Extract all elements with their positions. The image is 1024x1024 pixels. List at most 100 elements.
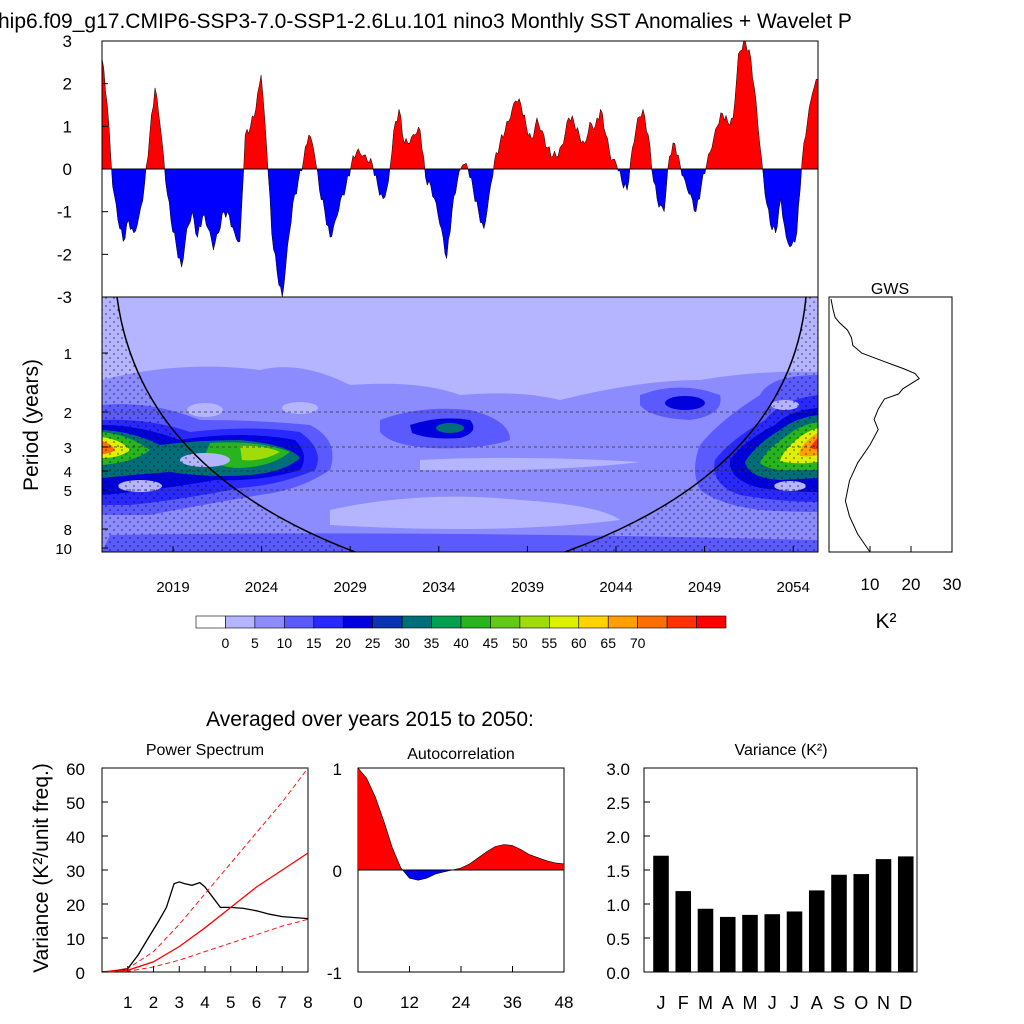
colorbar-label: 55 (542, 635, 558, 651)
gws-frame (828, 296, 953, 553)
colorbar-swatch (607, 615, 638, 629)
power-spectrum-x-tick-label: 1 (123, 993, 132, 1012)
anomaly-y-tick-label: 3 (63, 32, 72, 51)
variance-panel: J F M A M J J A S O N D3.02.52.01.51.00.50.0 (606, 760, 914, 1013)
colorbar-swatch (195, 615, 226, 629)
power-spectrum-x-tick-label: 2 (149, 993, 158, 1012)
variance-x-tick-label: A (722, 993, 734, 1013)
anomaly-y-tick-label: 1 (63, 117, 72, 136)
anomaly-y-tick-label: -3 (57, 288, 72, 307)
gws-x-tick-label: 10 (861, 575, 880, 594)
anomaly-y-tick-label: -2 (57, 245, 72, 264)
colorbar-swatch (313, 615, 344, 629)
power-spectrum-series-2 (101, 767, 309, 973)
power-spectrum-x-tick-label: 3 (175, 993, 184, 1012)
variance-bar (831, 874, 847, 972)
colorbar-label: 60 (571, 635, 587, 651)
wavelet-y-tick-label: 10 (55, 541, 72, 558)
variance-bar (875, 859, 892, 972)
colorbar-label: 50 (512, 635, 528, 651)
colorbar-label: 25 (365, 635, 381, 651)
variance-bar (742, 914, 758, 972)
colorbar-label: 5 (251, 635, 259, 651)
anomaly-y-tick-label: -1 (57, 203, 72, 222)
variance-x-tick-label: J (790, 993, 799, 1013)
wavelet-x-tick-label: 2044 (599, 579, 632, 596)
autocorrelation-x-tick-label: 0 (353, 993, 362, 1012)
autocorrelation-negative-area (358, 870, 564, 881)
colorbar-swatch (460, 615, 491, 629)
power-spectrum-y-tick-label: 20 (66, 896, 85, 915)
wavelet-y-tick-label: 2 (64, 405, 72, 422)
colorbar: 0 5 10 15 20 25 30 35 40 45 50 55 60 65 70 (195, 615, 727, 651)
variance-y-tick-label: 1.5 (606, 862, 630, 881)
gws-title: GWS (871, 281, 909, 298)
colorbar-swatch (254, 615, 285, 629)
gws-panel: 10 20 30 (830, 298, 961, 594)
anomaly-y-ticks: 3 2 1 0 -1 -2 -3 (57, 32, 108, 307)
colorbar-label: 35 (424, 635, 440, 651)
colorbar-swatch (284, 615, 315, 629)
colorbar-swatch (490, 615, 521, 629)
variance-y-tick-label: 2.5 (606, 794, 630, 813)
wavelet-y-tick-label: 3 (64, 440, 72, 457)
autocorrelation-y-tick-label: 0 (333, 862, 342, 881)
power-spectrum-y-tick-label: 10 (66, 930, 85, 949)
colorbar-swatch (637, 615, 668, 629)
anomaly-y-tick-label: 0 (63, 160, 72, 179)
colorbar-label: 20 (335, 635, 351, 651)
power-spectrum-series-0 (101, 881, 309, 973)
wavelet-x-tick-label: 2019 (156, 579, 189, 596)
autocorrelation-x-tick-label: 36 (503, 993, 522, 1012)
anomaly-y-tick-label: 2 (63, 75, 72, 94)
variance-bar (764, 914, 781, 972)
power-spectrum-x-tick-label: 6 (252, 993, 261, 1012)
power-spectrum-y-tick-label: 0 (76, 964, 85, 983)
autocorrelation-panel: 1 0 -1 0 12 24 36 48 (327, 760, 574, 1012)
anomaly-positive-area (102, 41, 818, 169)
variance-bar (897, 856, 914, 972)
variance-bar (786, 911, 803, 972)
autocorrelation-x-tick-label: 24 (452, 993, 471, 1012)
wavelet-panel (102, 297, 818, 552)
wavelet-x-tick-label: 2029 (334, 579, 367, 596)
colorbar-swatch (401, 615, 432, 629)
colorbar-swatch (696, 615, 727, 629)
power-spectrum-series-3 (101, 918, 309, 973)
wavelet-x-tick-label: 2039 (511, 579, 544, 596)
wavelet-y-tick-label: 4 (64, 464, 72, 481)
variance-x-tick-label: F (678, 993, 689, 1013)
variance-y-tick-label: 2.0 (606, 828, 630, 847)
autocorrelation-y-tick-label: -1 (327, 964, 342, 983)
power-spectrum-ylabel: Variance (K²/unit freq.) (30, 763, 53, 973)
variance-bar (808, 890, 825, 972)
wavelet-y-tick-label: 8 (64, 522, 72, 539)
wavelet-frame (101, 296, 819, 553)
power-spectrum-y-tick-label: 40 (66, 828, 85, 847)
anomaly-line (101, 40, 819, 298)
power-spectrum-x-tick-label: 7 (278, 993, 287, 1012)
colorbar-label: 0 (222, 635, 230, 651)
variance-bar (653, 855, 669, 972)
power-spectrum-frame (101, 767, 309, 973)
autocorrelation-y-tick-label: 1 (333, 760, 342, 779)
variance-bar (697, 908, 714, 972)
averaged-subtitle: Averaged over years 2015 to 2050: (206, 708, 534, 731)
variance-x-tick-label: J (657, 993, 666, 1013)
power-spectrum-y-tick-label: 30 (66, 862, 85, 881)
wavelet-x-ticks: 2019 2024 2029 2034 2039 2044 2049 2054 (156, 546, 810, 596)
main-title: hip6.f09_g17.CMIP6-SSP3-7.0-SSP1-2.6Lu.1… (0, 10, 852, 33)
colorbar-swatch (519, 615, 550, 629)
variance-x-tick-label: S (833, 993, 845, 1013)
wavelet-x-tick-label: 2034 (422, 579, 455, 596)
variance-bar (675, 891, 692, 972)
variance-x-tick-label: M (698, 993, 713, 1013)
anomaly-negative-area (102, 169, 818, 297)
colorbar-label: 40 (453, 635, 469, 651)
colorbar-swatch (549, 615, 580, 629)
colorbar-label: 15 (306, 635, 322, 651)
colorbar-label: 70 (630, 635, 646, 651)
wavelet-y-ticks: 1 2 3 4 5 8 10 (55, 346, 108, 558)
variance-y-tick-label: 1.0 (606, 896, 630, 915)
